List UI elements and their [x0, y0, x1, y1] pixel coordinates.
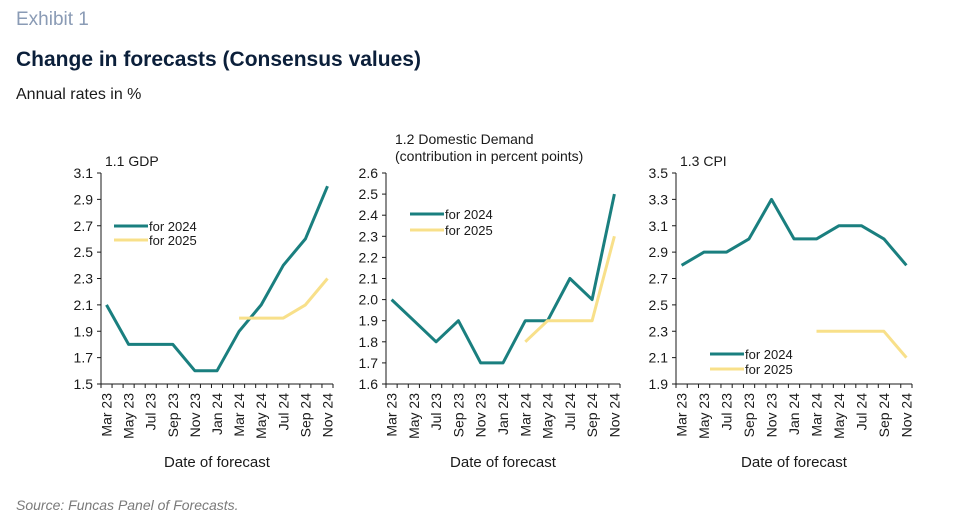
series-line-2025: [816, 329, 908, 359]
y-tick-label: 2.4: [359, 207, 379, 223]
y-tick-label: 2.5: [74, 244, 94, 260]
x-tick-label: Nov 23: [764, 393, 780, 438]
x-tick-label: May 23: [406, 393, 422, 439]
y-tick-label: 1.7: [74, 350, 94, 366]
page-subtitle: Annual rates in %: [16, 86, 142, 103]
y-tick-label: 2.9: [74, 191, 94, 207]
legend-label-2025: for 2025: [149, 233, 197, 248]
y-tick-label: 2.1: [359, 271, 379, 287]
y-tick-label: 2.3: [649, 323, 669, 339]
y-tick-label: 2.0: [359, 292, 379, 308]
y-tick-label: 1.5: [74, 376, 94, 392]
chart-panel-3: 1.9 2.1 2.3 2.5 2.7 2.9 3.1 3.3 3.5 Mar 23 May 23 J…: [649, 153, 915, 471]
chart-title: 1.2 Domestic Demand: [395, 131, 534, 147]
series-line-2024: [390, 193, 616, 365]
x-tick-label: Sep 23: [741, 393, 757, 438]
y-tick-label: 2.7: [649, 271, 669, 287]
x-tick-label: Nov 24: [606, 393, 622, 438]
x-axis-label: Date of forecast: [741, 454, 848, 471]
x-tick-label: Sep 24: [297, 393, 313, 438]
x-tick-label: Jan 24: [495, 393, 511, 435]
y-tick-label: 1.9: [359, 313, 379, 329]
x-tick-label: Jul 24: [853, 393, 869, 431]
y-tick-label: 1.6: [359, 376, 379, 392]
x-tick-label: May 24: [831, 393, 847, 439]
x-tick-label: Mar 23: [674, 393, 690, 437]
legend-label-2025: for 2025: [745, 362, 793, 377]
legend-label-2024: for 2024: [745, 347, 793, 362]
x-tick-label: Sep 23: [450, 393, 466, 438]
x-tick-label: Sep 23: [165, 393, 181, 438]
y-tick-label: 2.6: [359, 165, 379, 181]
series-line-2024: [105, 185, 329, 373]
x-tick-label: May 23: [121, 393, 137, 439]
x-axis-label: Date of forecast: [164, 454, 271, 471]
x-tick-label: Nov 23: [187, 393, 203, 438]
y-tick-label: 3.5: [649, 165, 669, 181]
y-tick-label: 3.1: [74, 165, 94, 181]
x-tick-label: May 24: [253, 393, 269, 439]
x-tick-label: Jul 24: [275, 393, 291, 431]
series-line-2025: [239, 277, 329, 320]
x-tick-label: Mar 24: [517, 393, 533, 437]
chart-panel-2: 1.6 1.7 1.8 1.9 2.0 2.1 2.2 2.3 2.4 2.5 2.6 Mar 23 M…: [359, 131, 623, 471]
series-line-2024: [680, 197, 908, 267]
x-tick-label: Mar 23: [384, 393, 400, 437]
x-tick-label: Jan 24: [209, 393, 225, 435]
y-tick-label: 2.3: [359, 228, 379, 244]
x-tick-label: Jan 24: [786, 393, 802, 435]
x-tick-label: Jul 24: [562, 393, 578, 431]
y-tick-label: 2.3: [74, 271, 94, 287]
x-tick-label: Sep 24: [876, 393, 892, 438]
exhibit-label: Exhibit 1: [16, 9, 89, 30]
x-tick-label: Nov 24: [898, 393, 914, 438]
y-tick-label: 2.7: [74, 218, 94, 234]
y-tick-label: 3.3: [649, 191, 669, 207]
y-tick-label: 1.8: [359, 334, 379, 350]
legend-label-2025: for 2025: [445, 223, 493, 238]
series-line-2025: [524, 235, 616, 343]
x-tick-label: Mar 23: [99, 393, 115, 437]
x-tick-label: Jul 23: [428, 393, 444, 431]
x-tick-label: Mar 24: [808, 393, 824, 437]
x-tick-label: May 24: [540, 393, 556, 439]
y-tick-label: 2.1: [74, 297, 94, 313]
x-tick-label: Mar 24: [231, 393, 247, 437]
x-tick-label: Sep 24: [584, 393, 600, 438]
y-tick-label: 1.9: [74, 323, 94, 339]
legend-label-2024: for 2024: [445, 207, 493, 222]
x-tick-label: Jul 23: [719, 393, 735, 431]
y-tick-label: 2.5: [359, 186, 379, 202]
chart-panel-1: 1.5 1.7 1.9 2.1 2.3 2.5 2.7 2.9 3.1 Mar 23 May 23 J…: [74, 153, 336, 471]
y-tick-label: 2.1: [649, 350, 669, 366]
x-tick-label: Nov 24: [319, 393, 335, 438]
x-tick-label: May 23: [696, 393, 712, 439]
x-axis-label: Date of forecast: [450, 454, 557, 471]
legend-label-2024: for 2024: [149, 219, 197, 234]
y-tick-label: 2.9: [649, 244, 669, 260]
x-tick-label: Jul 23: [143, 393, 159, 431]
chart-title: 1.1 GDP: [105, 153, 159, 169]
x-tick-label: Nov 23: [473, 393, 489, 438]
chart-subtitle: (contribution in percent points): [395, 148, 583, 164]
y-tick-label: 2.5: [649, 297, 669, 313]
y-tick-label: 3.1: [649, 218, 669, 234]
page-title: Change in forecasts (Consensus values): [16, 48, 421, 71]
chart-title: 1.3 CPI: [680, 153, 727, 169]
y-tick-label: 1.7: [359, 355, 379, 371]
y-tick-label: 2.2: [359, 249, 379, 265]
source-note: Source: Funcas Panel of Forecasts.: [16, 497, 239, 513]
y-tick-label: 1.9: [649, 376, 669, 392]
